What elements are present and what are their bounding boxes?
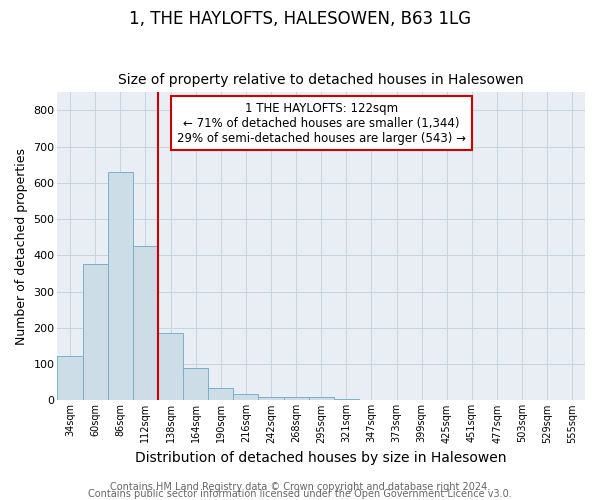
Y-axis label: Number of detached properties: Number of detached properties	[15, 148, 28, 345]
Bar	[208, 388, 233, 400]
Bar	[334, 399, 359, 400]
Bar	[108, 172, 133, 400]
Bar	[308, 398, 334, 400]
Bar	[158, 334, 183, 400]
Bar	[58, 356, 83, 401]
Bar	[233, 394, 259, 400]
Text: Contains HM Land Registry data © Crown copyright and database right 2024.: Contains HM Land Registry data © Crown c…	[110, 482, 490, 492]
Bar	[259, 397, 284, 400]
Text: Contains public sector information licensed under the Open Government Licence v3: Contains public sector information licen…	[88, 489, 512, 499]
X-axis label: Distribution of detached houses by size in Halesowen: Distribution of detached houses by size …	[136, 451, 507, 465]
Bar	[83, 264, 108, 400]
Title: Size of property relative to detached houses in Halesowen: Size of property relative to detached ho…	[118, 73, 524, 87]
Bar	[133, 246, 158, 400]
Text: 1 THE HAYLOFTS: 122sqm
← 71% of detached houses are smaller (1,344)
29% of semi-: 1 THE HAYLOFTS: 122sqm ← 71% of detached…	[177, 102, 466, 144]
Bar	[183, 368, 208, 400]
Text: 1, THE HAYLOFTS, HALESOWEN, B63 1LG: 1, THE HAYLOFTS, HALESOWEN, B63 1LG	[129, 10, 471, 28]
Bar	[284, 397, 308, 400]
